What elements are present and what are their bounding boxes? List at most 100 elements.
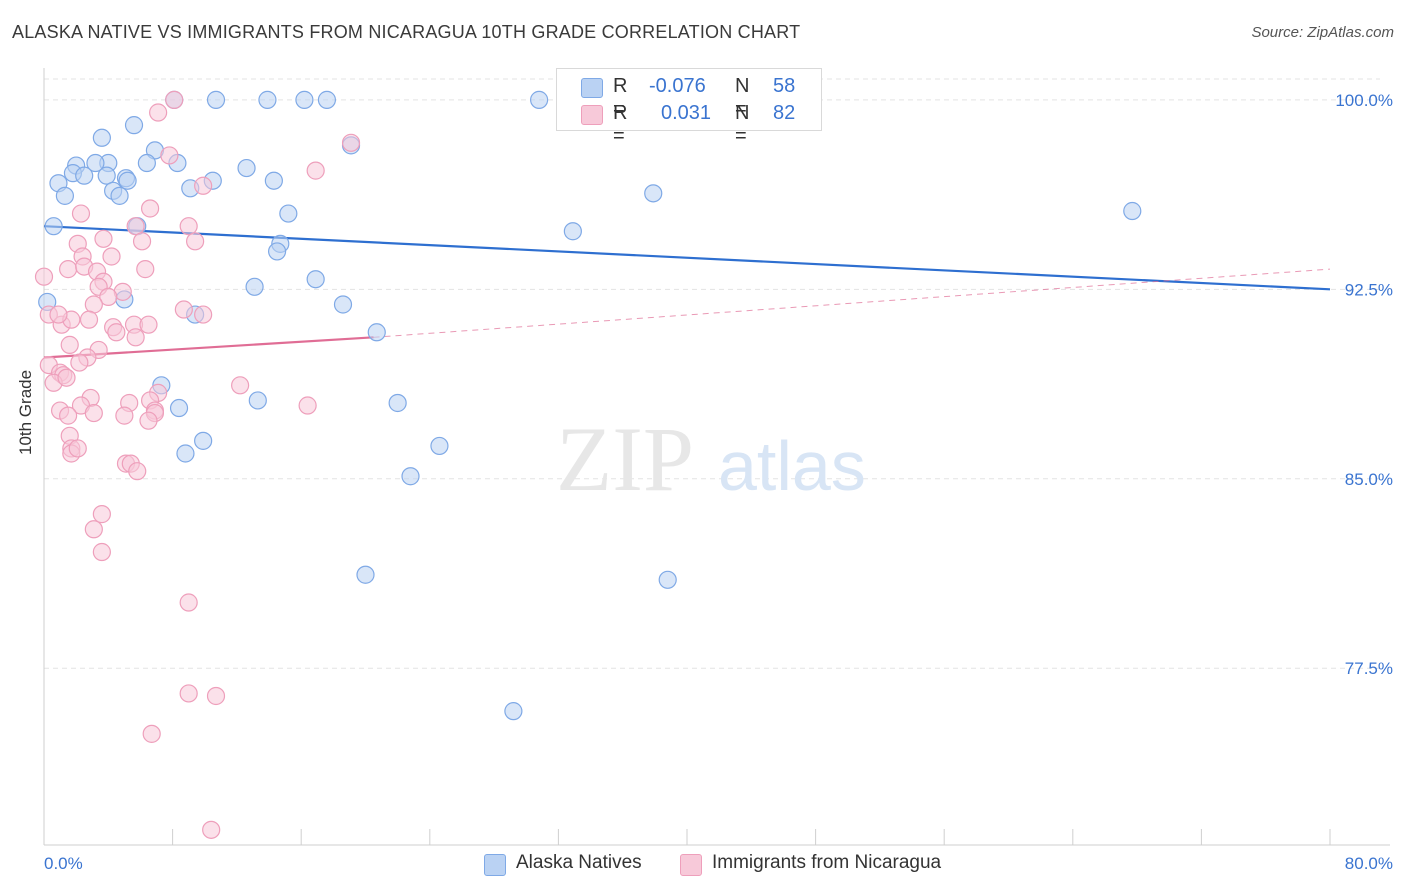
nicaragua-point: [84, 295, 103, 314]
nicaragua-point: [84, 520, 103, 539]
alaska-native-point: [118, 171, 137, 190]
nicaragua-point: [306, 161, 325, 180]
alaska-native-point: [258, 90, 277, 109]
nicaragua-point: [139, 315, 158, 334]
alaska-native-point: [306, 270, 325, 289]
alaska-native-point: [194, 431, 213, 450]
nicaragua-point: [126, 217, 145, 236]
y-tick-label: 92.5%: [1345, 280, 1393, 299]
legend-n-label: N =: [735, 75, 750, 120]
alaska-native-point: [206, 90, 226, 109]
alaska-native-point: [248, 391, 267, 410]
nicaragua-point: [149, 103, 168, 122]
alaska-native-point: [658, 570, 677, 589]
nicaragua-point: [194, 176, 213, 195]
nicaragua-trend-extension: [373, 268, 1331, 338]
alaska-native-point: [644, 184, 663, 203]
watermark-zip: ZIP: [556, 408, 694, 510]
nicaragua-point: [99, 287, 118, 306]
nicaragua-point: [186, 232, 205, 251]
nicaragua-point: [194, 305, 213, 324]
y-axis-label: 10th Grade: [16, 369, 35, 455]
nicaragua-point: [128, 462, 147, 481]
alaska-native-point: [279, 204, 298, 223]
correlation-legend: R = -0.076 N = 58 R = 0.031 N = 82: [556, 68, 822, 147]
alaska-native-point: [245, 277, 264, 296]
nicaragua-point: [160, 146, 179, 165]
nicaragua-point: [202, 820, 221, 839]
y-tick-label: 85.0%: [1345, 470, 1393, 489]
legend-r-label: R =: [613, 75, 628, 120]
nicaragua-point: [107, 323, 126, 342]
nicaragua-point: [140, 199, 160, 218]
chart-title: ALASKA NATIVE VS IMMIGRANTS FROM NICARAG…: [12, 22, 801, 42]
nicaragua-point: [136, 260, 155, 279]
alaska-native-point: [333, 295, 353, 314]
alaska-native-point: [86, 153, 105, 173]
tick-labels: 100.0% 92.5% 85.0% 77.5% 0.0% 80.0%: [44, 91, 1393, 873]
watermark-atlas: atlas: [718, 427, 866, 505]
alaska-native-point: [137, 153, 156, 173]
x-tick-label: 80.0%: [1345, 854, 1393, 873]
nicaragua-point: [165, 90, 184, 109]
nicaragua-point: [84, 403, 103, 423]
nicaragua-point: [174, 300, 193, 319]
nicaragua-point: [341, 133, 361, 152]
nicaragua-point: [102, 247, 121, 266]
alaska-native-point: [388, 393, 407, 413]
nicaragua-point: [92, 542, 111, 562]
alaska-native-point: [356, 565, 375, 584]
nicaragua-point: [79, 310, 99, 329]
alaska-native-point: [237, 158, 256, 178]
nicaragua-point: [298, 396, 317, 415]
alaska-native-point: [563, 222, 582, 241]
nicaragua-point: [139, 411, 158, 430]
nicaragua-point: [70, 353, 89, 372]
legend-r-value: 0.031: [661, 102, 712, 124]
x-tick-label: 0.0%: [44, 854, 83, 873]
axes: [43, 68, 1390, 846]
nicaragua-point: [132, 232, 152, 251]
legend-swatch-nicaragua: [680, 854, 702, 876]
nicaragua-point: [179, 684, 198, 703]
alaska-native-point: [110, 186, 129, 205]
nicaragua-point: [126, 328, 145, 347]
alaska-native-point: [92, 128, 111, 147]
legend-label-nicaragua: Immigrants from Nicaragua: [712, 852, 942, 873]
legend-n-label: N =: [735, 102, 750, 147]
nicaragua-point: [59, 260, 78, 279]
alaska-native-point: [530, 90, 549, 109]
nicaragua-point: [231, 376, 250, 395]
alaska-native-point: [367, 323, 386, 342]
alaska-native-point: [55, 186, 74, 205]
alaska-native-point: [317, 90, 337, 109]
alaska-native-point: [267, 242, 287, 261]
alaska-native-point: [295, 90, 314, 109]
nicaragua-point: [68, 439, 87, 458]
nicaragua-point: [92, 505, 111, 524]
legend-n-value: 58: [773, 75, 796, 97]
legend-swatch-alaska: [581, 78, 603, 98]
nicaragua-point: [57, 368, 76, 387]
alaska-native-point: [169, 398, 189, 418]
legend-r-value: -0.076: [649, 75, 706, 97]
alaska-native-point: [176, 444, 195, 463]
alaska-native-point: [430, 436, 449, 456]
legend-label-alaska: Alaska Natives: [516, 852, 642, 873]
alaska-native-point: [75, 166, 94, 185]
nicaragua-point: [94, 229, 113, 248]
nicaragua-point: [59, 406, 78, 425]
nicaragua-point: [71, 204, 91, 223]
data-points: [34, 90, 1142, 839]
y-tick-label: 77.5%: [1345, 659, 1393, 678]
source-label: Source: ZipAtlas.com: [1251, 24, 1394, 41]
nicaragua-point: [179, 593, 198, 612]
nicaragua-point: [34, 267, 54, 286]
legend-r-label: R =: [613, 102, 628, 147]
nicaragua-point: [60, 335, 79, 354]
alaska-native-point: [97, 166, 116, 185]
legend-n-value: 82: [773, 102, 796, 124]
alaska-native-point: [401, 467, 420, 486]
nicaragua-point: [206, 686, 226, 706]
watermark: ZIP atlas: [556, 408, 866, 510]
